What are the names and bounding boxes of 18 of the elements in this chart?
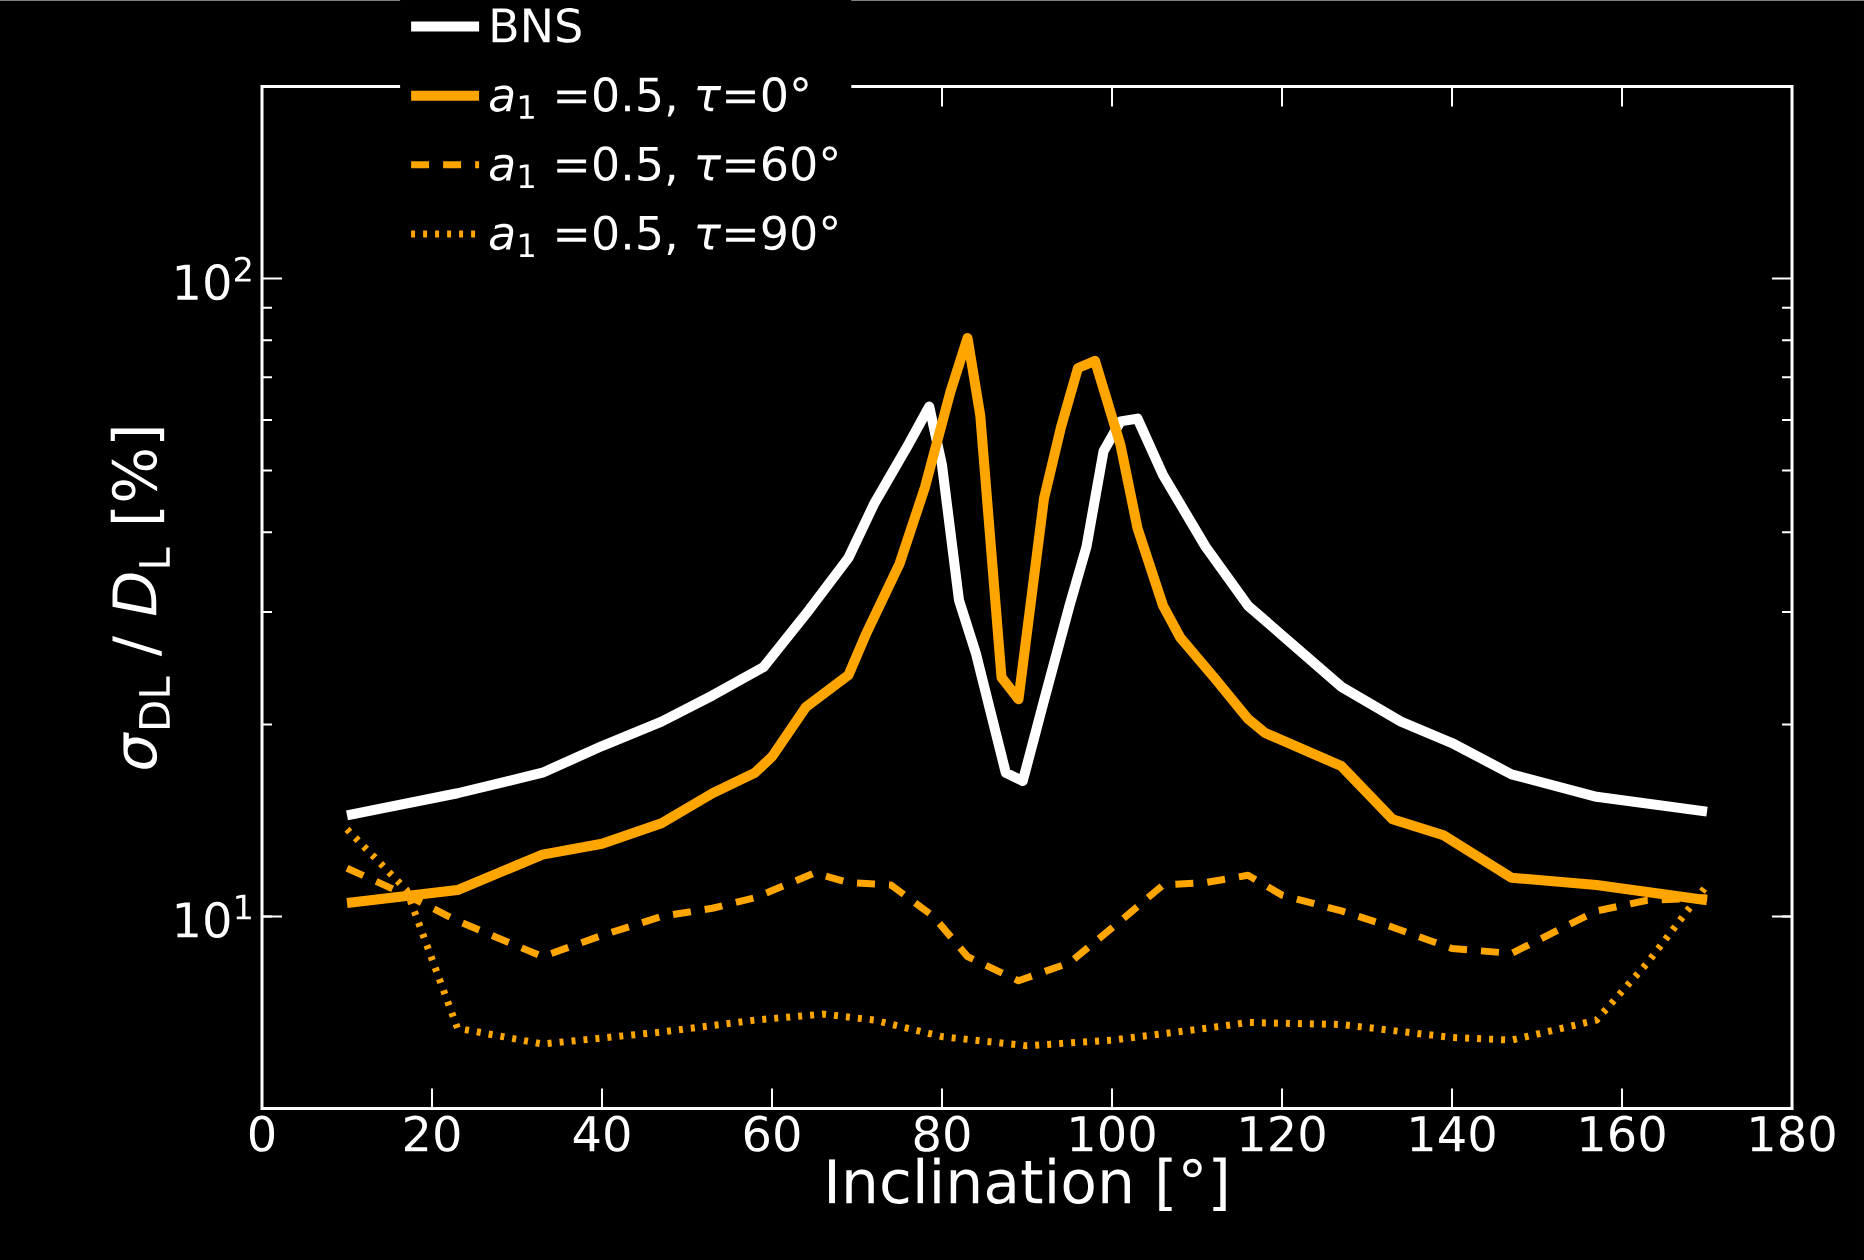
x-tick-label: 60 [744,1115,800,1152]
x-tick-label: 80 [914,1115,970,1152]
x-tick-label: 20 [404,1115,460,1152]
y-tick-label: 10$^{1}$ [176,894,251,938]
legend-label: a$_{1}$ =0.5, τ=60° [489,146,837,188]
x-tick-label: 100 [1071,1115,1155,1152]
legend-label: a$_{1}$ =0.5, τ=90° [489,215,837,257]
legend-label: BNS [492,7,581,43]
y-axis-title: σ$_{DL}$ / D$_{L}$ [%] [110,428,170,769]
legend-label: a$_{1}$ =0.5, τ=0° [489,76,808,119]
y-tick-label: 10$^{2}$ [176,256,251,301]
x-tick-label: 140 [1411,1115,1495,1152]
x-tick-label: 160 [1581,1115,1665,1152]
x-tick-label: 120 [1241,1115,1325,1152]
x-tick-label: 0 [249,1115,275,1152]
x-axis-title: Inclination [°] [829,1157,1226,1211]
x-tick-label: 40 [573,1115,630,1152]
x-tick-label: 180 [1751,1115,1835,1152]
